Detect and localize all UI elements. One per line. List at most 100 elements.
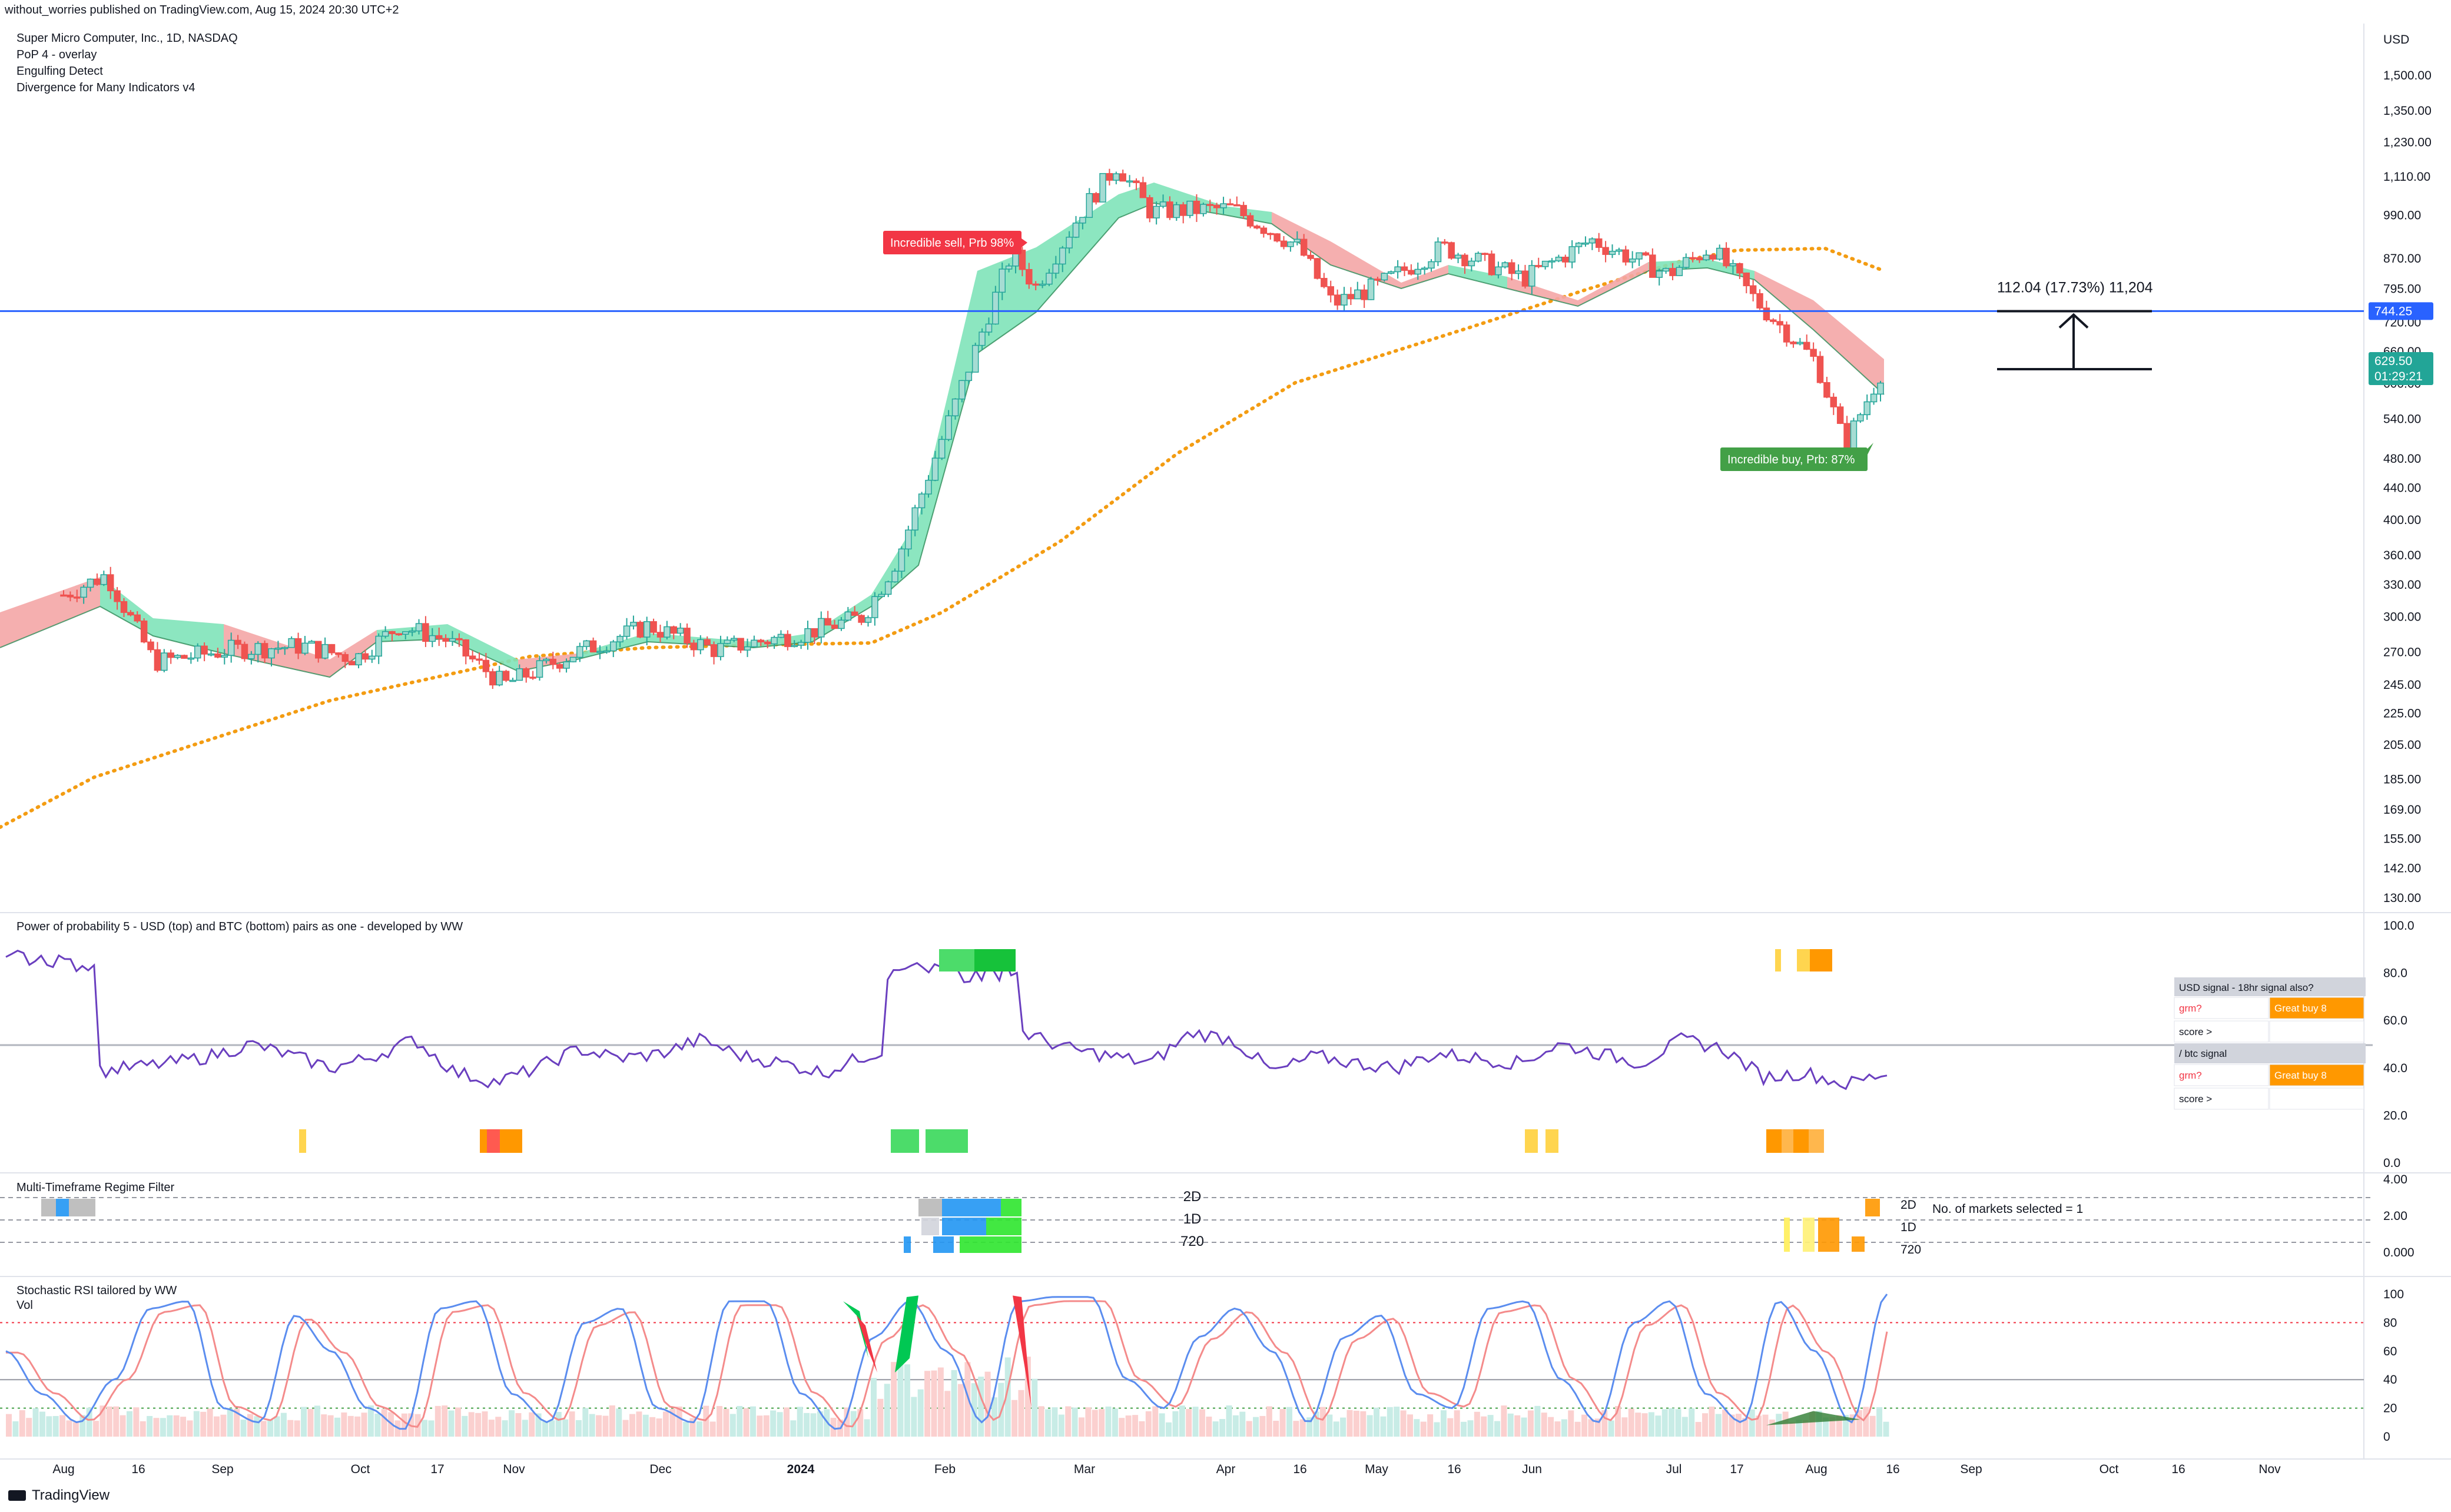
signal-row-label-cell	[2174, 1020, 2269, 1043]
symbol-legend[interactable]: Super Micro Computer, Inc., 1D, NASDAQ	[16, 32, 238, 45]
candle-body	[851, 611, 858, 616]
mtf-regime-block	[1818, 1218, 1839, 1252]
volume-bar	[1394, 1407, 1400, 1437]
candle-body	[1588, 238, 1596, 244]
candle-body	[1133, 180, 1140, 183]
volume-bar	[1849, 1414, 1856, 1437]
candle-body	[462, 639, 469, 656]
volume-bar	[442, 1405, 448, 1437]
time-tick-8: Feb	[934, 1463, 956, 1476]
volume-bar	[522, 1420, 528, 1437]
volume-bar	[1065, 1406, 1072, 1437]
candle-body	[838, 619, 845, 629]
volume-bar	[347, 1415, 354, 1437]
candle-body	[1072, 223, 1080, 238]
price-tick-5: 870.00	[2383, 252, 2421, 266]
candle-body	[1448, 242, 1455, 259]
mtf-markets-text: No. of markets selected = 1	[1932, 1202, 2083, 1216]
pop-tick-1: 80.0	[2383, 967, 2407, 980]
volume-bar	[193, 1411, 200, 1437]
measure-arrow-head-icon	[2058, 313, 2089, 329]
stoch-pane-title[interactable]: Stochastic RSI tailored by WW	[16, 1284, 177, 1297]
price-tick-25: 130.00	[2383, 891, 2421, 905]
volume-bar	[662, 1411, 669, 1437]
mtf-row-side-label-0: 2D	[1901, 1198, 1916, 1212]
volume-bar	[401, 1413, 407, 1437]
mtf-regime-block	[1001, 1199, 1021, 1216]
stoch-tick-1: 80	[2383, 1316, 2397, 1329]
volume-bar	[1360, 1411, 1367, 1437]
time-tick-6: Dec	[649, 1463, 671, 1476]
candle-body	[214, 653, 221, 658]
mtf-pane-title[interactable]: Multi-Timeframe Regime Filter	[16, 1181, 175, 1194]
candle-body	[1294, 238, 1301, 243]
candle-body	[1783, 324, 1790, 343]
candle-body	[476, 658, 483, 661]
volume-bar	[656, 1418, 662, 1437]
candle-body	[858, 615, 865, 623]
candle-body	[1394, 266, 1401, 273]
candle-body	[1026, 268, 1033, 285]
candle-body	[87, 578, 94, 588]
volume-bar	[1414, 1419, 1420, 1437]
candle-body	[1066, 237, 1073, 248]
volume-bar	[1078, 1417, 1084, 1437]
time-tick-21: 16	[2171, 1463, 2185, 1476]
stoch-tick-4: 20	[2383, 1402, 2397, 1415]
mtf-regime-block	[41, 1199, 56, 1216]
last-price: 629.50	[2374, 354, 2412, 368]
volume-bar	[1145, 1411, 1152, 1437]
volume-bar	[971, 1383, 977, 1437]
time-tick-14: Jun	[1522, 1463, 1542, 1476]
buy-signal-pointer-icon	[1868, 443, 1873, 455]
volume-bar	[1159, 1413, 1165, 1437]
signal-row-label-cell	[2174, 997, 2269, 1019]
volume-bar	[1501, 1405, 1507, 1437]
volume-bar	[696, 1421, 702, 1437]
mtf-regime-block	[1865, 1199, 1880, 1216]
sell-signal-label: Incredible sell, Prb 98%	[890, 237, 1014, 250]
tradingview-logo-icon	[8, 1490, 26, 1501]
volume-bar	[1481, 1416, 1487, 1437]
volume-bar	[937, 1367, 944, 1437]
volume-bar	[1219, 1419, 1226, 1437]
candle-body	[697, 639, 704, 651]
candle-body	[402, 631, 409, 635]
candle-body	[643, 621, 651, 638]
volume-bar	[1099, 1409, 1105, 1437]
candle-body	[120, 601, 128, 613]
mtf-regime-block	[960, 1236, 1021, 1253]
candle-body	[1729, 263, 1737, 267]
candle-body	[415, 623, 423, 632]
price-tick-19: 225.00	[2383, 707, 2421, 721]
candle-body	[361, 653, 369, 660]
volume-bar	[676, 1406, 682, 1437]
volume-bar	[1246, 1421, 1252, 1437]
pop-pane-title[interactable]: Power of probability 5 - USD (top) and B…	[16, 920, 463, 933]
indicator-legend-1[interactable]: Engulfing Detect	[16, 65, 103, 78]
indicator-legend-2[interactable]: Divergence for Many Indicators v4	[16, 81, 195, 94]
candle-body	[1401, 266, 1408, 271]
volume-bar	[723, 1408, 729, 1437]
vol-pane-title[interactable]: Vol	[16, 1299, 33, 1312]
volume-bar	[1843, 1415, 1849, 1437]
indicator-legend-0[interactable]: PoP 4 - overlay	[16, 48, 97, 61]
volume-bar	[1340, 1417, 1346, 1437]
mtf-regime-block	[942, 1218, 986, 1235]
volume-bar	[227, 1408, 233, 1437]
price-tick-1: 1,350.00	[2383, 104, 2432, 118]
volume-bar	[750, 1406, 757, 1437]
ribbon-segment	[1707, 259, 1754, 280]
volume-bar	[924, 1371, 931, 1437]
candle-body	[1139, 182, 1147, 198]
candle-body	[1079, 217, 1086, 224]
candle-body	[811, 628, 818, 638]
volume-bar	[341, 1412, 347, 1437]
volume-bar	[435, 1405, 441, 1437]
candle-body	[1629, 258, 1636, 263]
candle-body	[1173, 204, 1180, 218]
volume-bar	[6, 1414, 12, 1437]
volume-bar	[596, 1415, 602, 1437]
signal-row-label-cell	[2174, 1064, 2269, 1086]
